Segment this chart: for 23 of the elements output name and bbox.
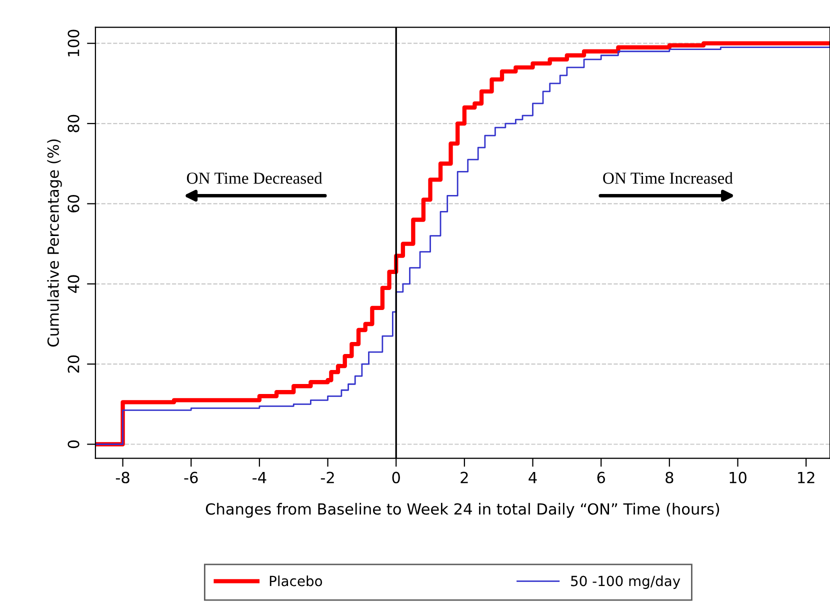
- x-tick-label: -8: [116, 472, 130, 484]
- y-tick-label: 100: [68, 30, 80, 56]
- x-tick-label: 2: [460, 472, 468, 484]
- x-tick-label: -2: [320, 472, 334, 484]
- x-tick-label: 0: [392, 472, 400, 484]
- x-tick-label: 4: [528, 472, 537, 484]
- y-tick-label: 60: [68, 195, 80, 212]
- x-tick-label: -6: [184, 472, 198, 484]
- y-tick-label: 80: [68, 114, 80, 132]
- annotation: ON Time Increased: [603, 172, 733, 184]
- x-tick-label: 10: [730, 472, 746, 484]
- y-tick-label: 40: [68, 275, 80, 293]
- annotation: ON Time Decreased: [186, 172, 322, 184]
- y-axis-title: Cumulative Percentage (%): [47, 139, 62, 347]
- x-tick-label: 8: [666, 472, 674, 484]
- x-tick-label: 12: [798, 472, 814, 484]
- legend-label: Placebo: [270, 576, 322, 586]
- x-axis-title: Changes from Baseline to Week 24 in total Daily “ON” Time (hours): [206, 502, 720, 518]
- y-tick-label: 0: [68, 440, 80, 448]
- y-tick-label: 20: [68, 355, 80, 373]
- legend-label: 50 -100 mg/day: [571, 576, 680, 589]
- x-tick-label: 6: [597, 472, 605, 484]
- x-tick-label: -4: [252, 472, 266, 484]
